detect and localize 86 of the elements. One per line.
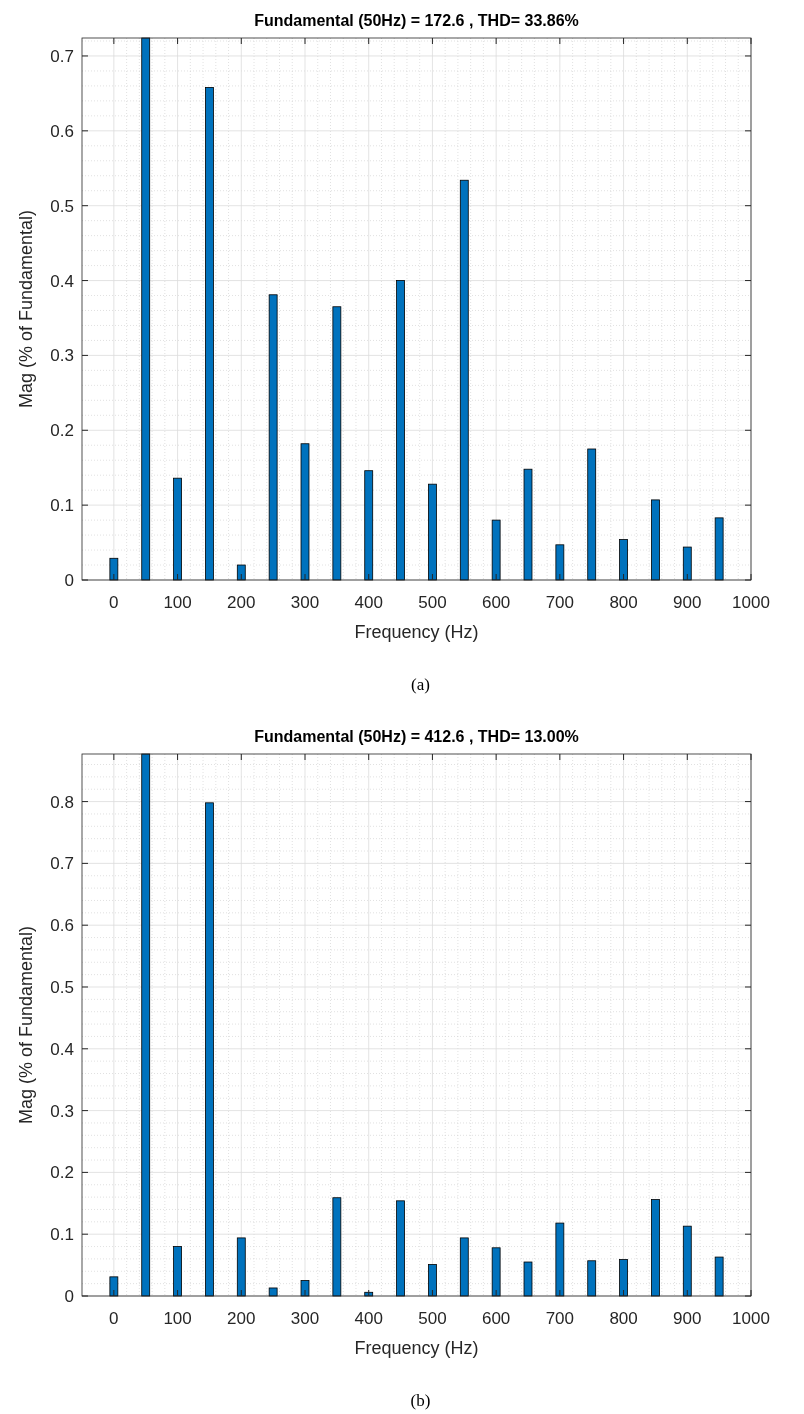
y-axis-title: Mag (% of Fundamental): [16, 209, 36, 409]
x-tick-label: 600: [481, 593, 511, 612]
bar: [714, 1256, 724, 1297]
x-tick-label: 0: [109, 1309, 119, 1328]
bar: [619, 539, 628, 581]
bar: [523, 468, 533, 581]
bar: [205, 802, 214, 1297]
bar: [682, 1225, 692, 1297]
y-tick-label: 0.8: [50, 792, 74, 812]
bar: [300, 443, 310, 581]
y-tick-label: 0.3: [50, 346, 74, 366]
y-tick-label: 0.4: [50, 271, 74, 291]
bar: [587, 1260, 597, 1297]
y-tick-label: 0.2: [50, 421, 74, 441]
bar: [173, 477, 182, 581]
bar: [236, 1237, 246, 1297]
x-tick-label: 1000: [732, 1309, 770, 1328]
bar: [268, 294, 278, 581]
bar: [651, 1199, 660, 1297]
bar: [491, 1247, 501, 1297]
bar: [523, 1261, 533, 1297]
x-tick-label: 100: [163, 593, 192, 612]
bar: [396, 1200, 405, 1297]
x-tick-label: 600: [481, 1309, 511, 1328]
y-tick-label: 0.3: [50, 1101, 74, 1121]
y-tick-label: 0.6: [50, 121, 74, 141]
x-axis-title: Frequency (Hz): [354, 1338, 479, 1358]
x-tick-label: 100: [163, 1309, 192, 1328]
bar: [651, 499, 660, 581]
x-tick-label: 800: [609, 1309, 638, 1328]
y-tick-label: 0: [64, 571, 74, 590]
x-tick-label: 1000: [732, 593, 770, 612]
bar: [173, 1246, 182, 1297]
bar: [141, 37, 151, 581]
y-tick-label: 0.6: [50, 916, 74, 936]
x-tick-label: 700: [545, 593, 575, 612]
bar: [236, 564, 246, 581]
y-tick-label: 0.5: [50, 977, 74, 997]
bar: [555, 544, 565, 581]
y-tick-label: 0: [64, 1287, 74, 1306]
x-tick-label: 500: [418, 593, 447, 612]
bar: [205, 87, 214, 581]
y-tick-label: 0.1: [50, 1225, 74, 1245]
bar: [300, 1280, 310, 1297]
y-tick-label: 0.2: [50, 1163, 74, 1183]
x-tick-label: 700: [545, 1309, 575, 1328]
x-tick-label: 900: [673, 593, 702, 612]
text: (b): [410, 1391, 431, 1410]
x-tick-label: 900: [673, 1309, 702, 1328]
bar: [428, 1264, 437, 1297]
bar: [555, 1222, 565, 1297]
y-tick-label: 0.4: [50, 1039, 74, 1059]
y-axis-title: Mag (% of Fundamental): [16, 925, 36, 1125]
bar: [396, 280, 405, 581]
x-tick-label: 800: [609, 593, 638, 612]
x-axis-title: Frequency (Hz): [354, 622, 479, 642]
bar: [268, 1287, 278, 1297]
y-tick-label: 0.1: [50, 496, 74, 516]
bar: [459, 179, 469, 581]
bar: [682, 546, 692, 581]
bar: [714, 517, 724, 581]
x-tick-label: 500: [418, 1309, 447, 1328]
x-tick-label: 400: [354, 593, 383, 612]
bar: [619, 1259, 628, 1297]
x-tick-label: 300: [290, 1309, 320, 1328]
x-tick-label: 0: [109, 593, 119, 612]
chart-title: Fundamental (50Hz) = 172.6 , THD= 33.86%: [254, 12, 579, 29]
bar: [332, 1197, 342, 1297]
bar: [332, 306, 342, 581]
y-tick-label: 0.5: [50, 196, 74, 216]
y-tick-label: 0.7: [50, 46, 74, 66]
chart-title: Fundamental (50Hz) = 412.6 , THD= 13.00%: [254, 728, 579, 745]
bar: [587, 448, 597, 581]
bar: [364, 470, 374, 581]
bar: [109, 557, 119, 581]
x-tick-label: 200: [227, 1309, 256, 1328]
bar: [109, 1276, 119, 1297]
bar: [459, 1237, 469, 1297]
bar: [428, 483, 437, 581]
x-tick-label: 400: [354, 1309, 383, 1328]
bar: [491, 519, 501, 581]
x-tick-label: 300: [290, 593, 320, 612]
bar: [141, 753, 151, 1297]
y-tick-label: 0.7: [50, 854, 74, 874]
text: (a): [411, 675, 430, 694]
x-tick-label: 200: [227, 593, 256, 612]
